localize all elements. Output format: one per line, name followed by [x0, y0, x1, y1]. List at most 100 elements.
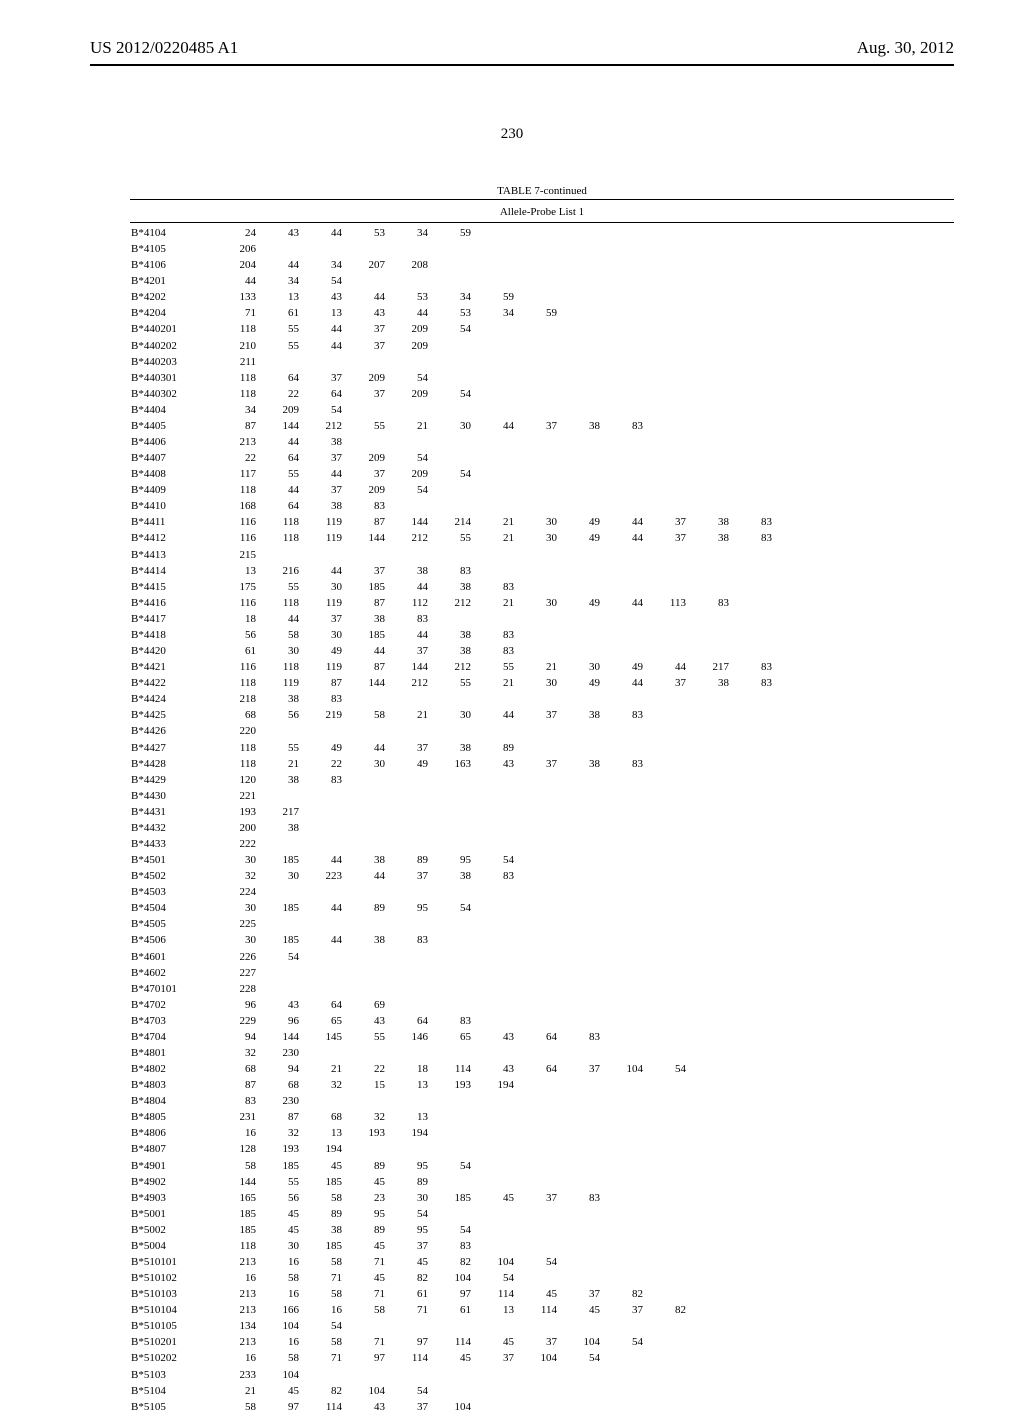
table-row: B*4503224 — [130, 884, 954, 900]
probe-value: 45 — [350, 1238, 393, 1254]
probe-value: 145 — [307, 1029, 350, 1045]
probe-value: 16 — [307, 1302, 350, 1318]
probe-value: 16 — [264, 1286, 307, 1302]
probe-value — [694, 402, 737, 418]
probe-value — [479, 932, 522, 948]
allele-label: B*4427 — [130, 740, 221, 756]
probe-value — [608, 900, 651, 916]
probe-value — [522, 1174, 565, 1190]
probe-value — [565, 804, 608, 820]
allele-label: B*4411 — [130, 514, 221, 530]
probe-value — [522, 1077, 565, 1093]
allele-label: B*4404 — [130, 402, 221, 418]
probe-value — [393, 949, 436, 965]
probe-value — [479, 788, 522, 804]
probe-value — [608, 402, 651, 418]
probe-value: 59 — [522, 305, 565, 321]
probe-value — [565, 884, 608, 900]
probe-value — [737, 820, 780, 836]
probe-value — [737, 305, 780, 321]
probe-value: 43 — [479, 1061, 522, 1077]
probe-value — [694, 466, 737, 482]
probe-value — [565, 1206, 608, 1222]
probe-value: 45 — [479, 1190, 522, 1206]
probe-value — [522, 643, 565, 659]
probe-value — [522, 354, 565, 370]
probe-value: 185 — [307, 1174, 350, 1190]
probe-value — [393, 820, 436, 836]
probe-value: 89 — [350, 1158, 393, 1174]
probe-value — [479, 1141, 522, 1157]
table-caption: TABLE 7-continued — [130, 185, 954, 197]
probe-value: 21 — [522, 659, 565, 675]
allele-label: B*4104 — [130, 225, 221, 241]
probe-value: 118 — [221, 740, 264, 756]
probe-value: 87 — [221, 1077, 264, 1093]
probe-value: 37 — [307, 370, 350, 386]
table-row: B*42047161134344533459 — [130, 305, 954, 321]
table-row: B*480132230 — [130, 1045, 954, 1061]
probe-value — [479, 1367, 522, 1383]
probe-value — [565, 981, 608, 997]
probe-value: 113 — [651, 595, 694, 611]
probe-value: 114 — [436, 1061, 479, 1077]
probe-value: 22 — [221, 450, 264, 466]
table-row: B*470101228 — [130, 981, 954, 997]
probe-value: 49 — [307, 643, 350, 659]
probe-value — [651, 949, 694, 965]
probe-value — [307, 884, 350, 900]
probe-value: 54 — [479, 1270, 522, 1286]
probe-value: 104 — [522, 1350, 565, 1366]
probe-value — [651, 1190, 694, 1206]
probe-value — [565, 434, 608, 450]
probe-value — [737, 1222, 780, 1238]
probe-value: 64 — [307, 997, 350, 1013]
probe-value: 54 — [608, 1334, 651, 1350]
probe-value: 228 — [221, 981, 264, 997]
allele-label: B*4433 — [130, 836, 221, 852]
probe-value: 144 — [221, 1174, 264, 1190]
probe-value — [565, 627, 608, 643]
probe-value — [694, 305, 737, 321]
probe-value: 37 — [522, 1334, 565, 1350]
probe-value: 58 — [264, 627, 307, 643]
probe-value: 30 — [522, 530, 565, 546]
allele-label: B*470101 — [130, 981, 221, 997]
probe-value: 96 — [221, 997, 264, 1013]
probe-value — [608, 1222, 651, 1238]
probe-value — [393, 981, 436, 997]
probe-value — [522, 836, 565, 852]
probe-value — [694, 868, 737, 884]
probe-value — [436, 804, 479, 820]
allele-label: B*4421 — [130, 659, 221, 675]
probe-value: 83 — [608, 707, 651, 723]
probe-value — [479, 723, 522, 739]
allele-label: B*4412 — [130, 530, 221, 546]
probe-value — [737, 257, 780, 273]
probe-value: 209 — [350, 450, 393, 466]
probe-value — [436, 498, 479, 514]
table-row: B*44062134438 — [130, 434, 954, 450]
allele-label: B*4409 — [130, 482, 221, 498]
probe-value: 45 — [393, 1254, 436, 1270]
probe-value — [393, 804, 436, 820]
table-row: B*4418565830185443883 — [130, 627, 954, 643]
probe-value — [479, 450, 522, 466]
probe-value — [651, 852, 694, 868]
probe-value — [694, 1109, 737, 1125]
probe-value — [436, 241, 479, 257]
probe-value — [608, 1093, 651, 1109]
probe-value: 104 — [436, 1399, 479, 1415]
allele-label: B*4702 — [130, 997, 221, 1013]
probe-value — [350, 354, 393, 370]
probe-value: 37 — [393, 1399, 436, 1415]
probe-value — [651, 547, 694, 563]
probe-value: 45 — [350, 1270, 393, 1286]
probe-value — [522, 1109, 565, 1125]
probe-value: 34 — [307, 257, 350, 273]
probe-value — [608, 852, 651, 868]
probe-value — [651, 1222, 694, 1238]
probe-value: 119 — [264, 675, 307, 691]
probe-value — [522, 868, 565, 884]
probe-value: 30 — [565, 659, 608, 675]
